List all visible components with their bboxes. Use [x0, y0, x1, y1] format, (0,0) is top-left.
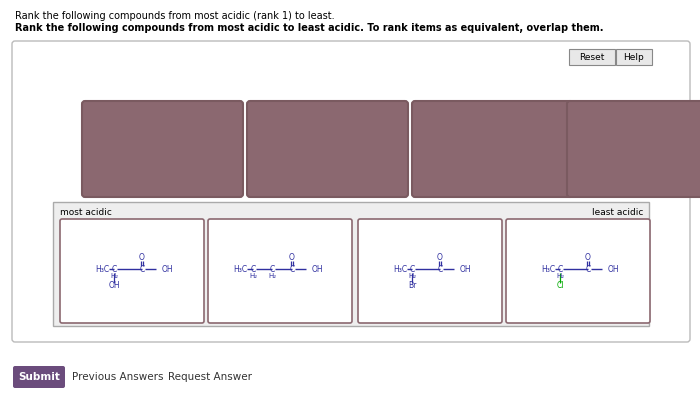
Text: OH: OH [108, 281, 120, 290]
FancyBboxPatch shape [12, 41, 690, 342]
FancyBboxPatch shape [412, 101, 573, 197]
FancyBboxPatch shape [13, 366, 65, 388]
Text: H₂: H₂ [268, 273, 276, 279]
Text: O: O [139, 253, 145, 262]
Text: OH: OH [162, 264, 174, 273]
Text: C: C [410, 264, 414, 273]
Text: Rank the following compounds from most acidic (rank 1) to least.: Rank the following compounds from most a… [15, 11, 335, 21]
FancyBboxPatch shape [569, 49, 615, 65]
Text: C: C [270, 264, 274, 273]
FancyBboxPatch shape [506, 219, 650, 323]
Text: O: O [585, 253, 591, 262]
Text: H₃C: H₃C [393, 264, 407, 273]
Text: Previous Answers: Previous Answers [72, 372, 164, 382]
Text: H₂: H₂ [556, 273, 564, 279]
Text: C: C [111, 264, 117, 273]
Text: Request Answer: Request Answer [168, 372, 252, 382]
Text: H₃C: H₃C [95, 264, 109, 273]
Text: H₃C: H₃C [233, 264, 247, 273]
FancyBboxPatch shape [82, 101, 243, 197]
Text: Help: Help [624, 52, 645, 61]
Text: Cl: Cl [556, 281, 564, 290]
Text: H₂: H₂ [110, 273, 118, 279]
FancyBboxPatch shape [567, 101, 700, 197]
Text: OH: OH [460, 264, 472, 273]
FancyBboxPatch shape [616, 49, 652, 65]
Text: Br: Br [408, 281, 416, 290]
Text: O: O [437, 253, 443, 262]
Text: Reset: Reset [580, 52, 605, 61]
Text: C: C [585, 264, 591, 273]
Text: H₂: H₂ [408, 273, 416, 279]
FancyBboxPatch shape [247, 101, 408, 197]
Text: OH: OH [608, 264, 620, 273]
Text: Rank the following compounds from most acidic to least acidic. To rank items as : Rank the following compounds from most a… [15, 23, 603, 33]
FancyBboxPatch shape [358, 219, 502, 323]
Text: C: C [289, 264, 295, 273]
FancyBboxPatch shape [53, 202, 649, 326]
Text: C: C [438, 264, 442, 273]
Text: H₂: H₂ [249, 273, 257, 279]
FancyBboxPatch shape [208, 219, 352, 323]
Text: least acidic: least acidic [592, 208, 643, 217]
Text: Submit: Submit [18, 372, 60, 382]
Text: C: C [557, 264, 563, 273]
Text: C: C [139, 264, 145, 273]
Text: OH: OH [312, 264, 323, 273]
Text: H₃C: H₃C [541, 264, 555, 273]
FancyBboxPatch shape [60, 219, 204, 323]
Text: most acidic: most acidic [60, 208, 112, 217]
Text: O: O [289, 253, 295, 262]
Text: C: C [251, 264, 256, 273]
